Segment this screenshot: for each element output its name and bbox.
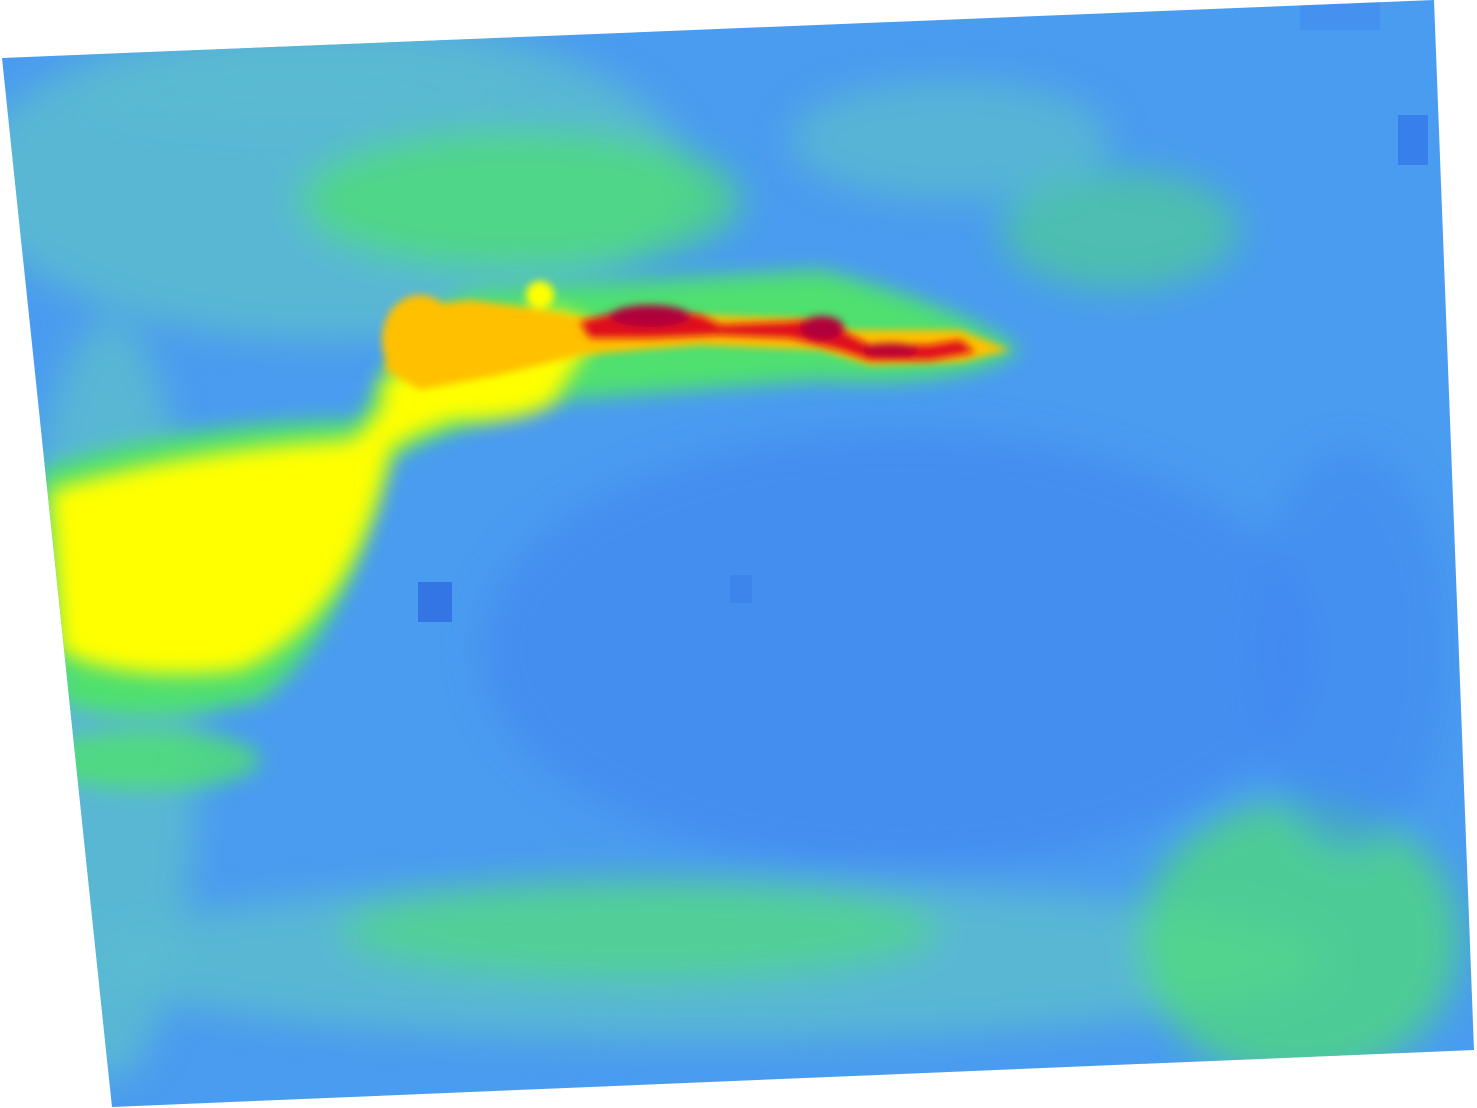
raster-hotspot-orange [382,281,1010,390]
raster-hotspot-red [580,305,975,360]
raster-low-patches [418,0,1428,622]
